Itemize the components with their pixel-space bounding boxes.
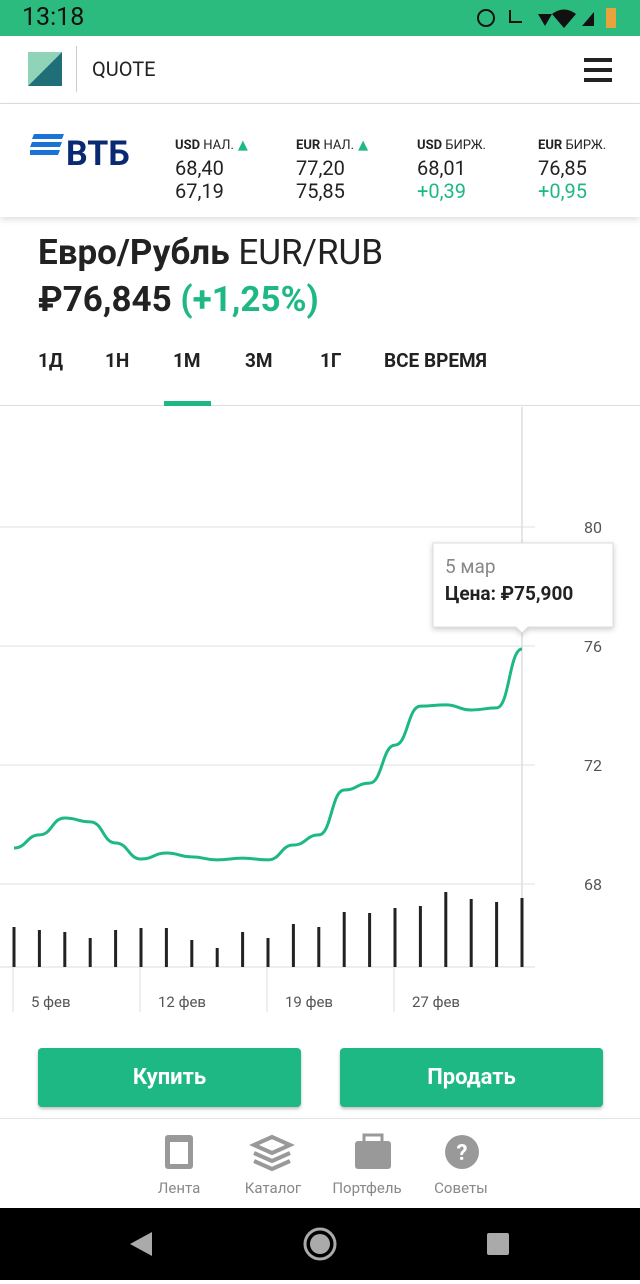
- rate: USD БИРЖ. 68,01 +0,39: [417, 134, 537, 203]
- rate-kind: БИРЖ.: [565, 138, 607, 153]
- nav-icons: ?: [165, 1133, 479, 1172]
- x-tick-label: 12 фев: [158, 993, 206, 1011]
- nav-label[interactable]: Портфель: [332, 1179, 402, 1197]
- rate-header: USD НАЛ. ▲: [175, 134, 295, 157]
- chart: 68 72 76 80 5 фев 12 фев 19 фев 27 фев 5 мар Цена…: [0, 407, 614, 1012]
- time: 13:18: [22, 3, 85, 32]
- rate-first: 77,20: [296, 156, 345, 180]
- instrument-code: EUR/RUB: [238, 232, 384, 273]
- svg-text:?: ?: [457, 1141, 468, 1166]
- price-line: [13, 647, 523, 862]
- period-tab[interactable]: 1Д: [38, 349, 64, 372]
- bank-stripes: [30, 134, 64, 155]
- tooltip-box: [432, 542, 614, 634]
- period-tab[interactable]: 1Г: [320, 349, 342, 372]
- y-tick-label: 72: [584, 756, 602, 775]
- rate-header: USD БИРЖ.: [417, 134, 537, 157]
- rate-second: 75,85: [296, 179, 345, 203]
- nav-label[interactable]: Каталог: [244, 1179, 302, 1197]
- menu-button[interactable]: [584, 58, 612, 82]
- x-tick-label: 27 фев: [412, 993, 460, 1011]
- nav-label[interactable]: Советы: [434, 1179, 488, 1197]
- y-tick-label: 76: [584, 637, 602, 656]
- tooltip-date: 5 мар: [445, 555, 496, 578]
- sell-button[interactable]: Продать: [340, 1048, 603, 1107]
- status-icons: [477, 8, 616, 28]
- system-buttons: [130, 1227, 509, 1261]
- logo: [28, 52, 62, 86]
- price: ₽76,845: [38, 279, 172, 320]
- rate: EUR НАЛ. ▲ 77,20 75,85: [296, 134, 416, 203]
- buy-button[interactable]: Купить: [38, 1048, 301, 1107]
- y-tick-label: 68: [584, 875, 602, 894]
- rate-second: +0,95: [538, 179, 588, 203]
- rate-second: +0,39: [417, 179, 467, 203]
- currency: EUR: [538, 138, 563, 153]
- bottom-nav: ? Лента Каталог Портфель Советы: [0, 1118, 640, 1209]
- x-tick-label: 19 фев: [285, 993, 333, 1011]
- rate-first: 68,01: [417, 156, 466, 180]
- app-header: QUOTE: [0, 36, 640, 104]
- active-tab-underline: [164, 401, 211, 406]
- nav-label[interactable]: Лента: [157, 1179, 201, 1197]
- rate-header: EUR НАЛ. ▲: [296, 134, 416, 157]
- bank-logo: ВТБ: [66, 134, 130, 174]
- up-arrow: ▲: [237, 138, 248, 153]
- status-bar: 13:18: [0, 0, 640, 36]
- period-tab[interactable]: 1М: [173, 349, 201, 372]
- rate-second: 67,19: [175, 179, 224, 203]
- rate: USD НАЛ. ▲ 68,40 67,19: [175, 134, 295, 203]
- instrument-name: Евро/Рубль: [38, 232, 230, 273]
- rate: EUR БИРЖ. 76,85 +0,95: [538, 134, 640, 203]
- currency: USD: [417, 138, 443, 153]
- period-tab[interactable]: 3М: [245, 349, 273, 372]
- rate-first: 68,40: [175, 156, 224, 180]
- price-line: ₽76,845 (+1,25%): [38, 279, 319, 320]
- instrument-title: Евро/Рубль EUR/RUB: [38, 232, 383, 273]
- up-arrow: ▲: [358, 138, 369, 153]
- rate-first: 76,85: [538, 156, 587, 180]
- period-tab[interactable]: ВСЕ ВРЕМЯ: [384, 349, 487, 372]
- rate-kind: НАЛ.: [323, 138, 355, 153]
- rate-kind: НАЛ.: [203, 138, 234, 153]
- x-tick-label: 5 фев: [31, 993, 71, 1011]
- rate-header: EUR БИРЖ.: [538, 134, 640, 157]
- price-change: (+1,25%): [180, 279, 319, 320]
- y-tick-label: 80: [584, 518, 602, 537]
- rates-panel: ВТБ USD НАЛ. ▲ 68,40 67,19 EUR НАЛ. ▲ 77,20 75,…: [0, 104, 640, 217]
- currency: EUR: [296, 138, 321, 153]
- period-tab[interactable]: 1Н: [105, 349, 130, 372]
- system-nav: [0, 1208, 640, 1280]
- tooltip-value: Цена: ₽75,900: [445, 582, 573, 605]
- brand: QUOTE: [92, 57, 156, 81]
- rate-kind: БИРЖ.: [445, 138, 486, 153]
- currency: USD: [175, 138, 201, 153]
